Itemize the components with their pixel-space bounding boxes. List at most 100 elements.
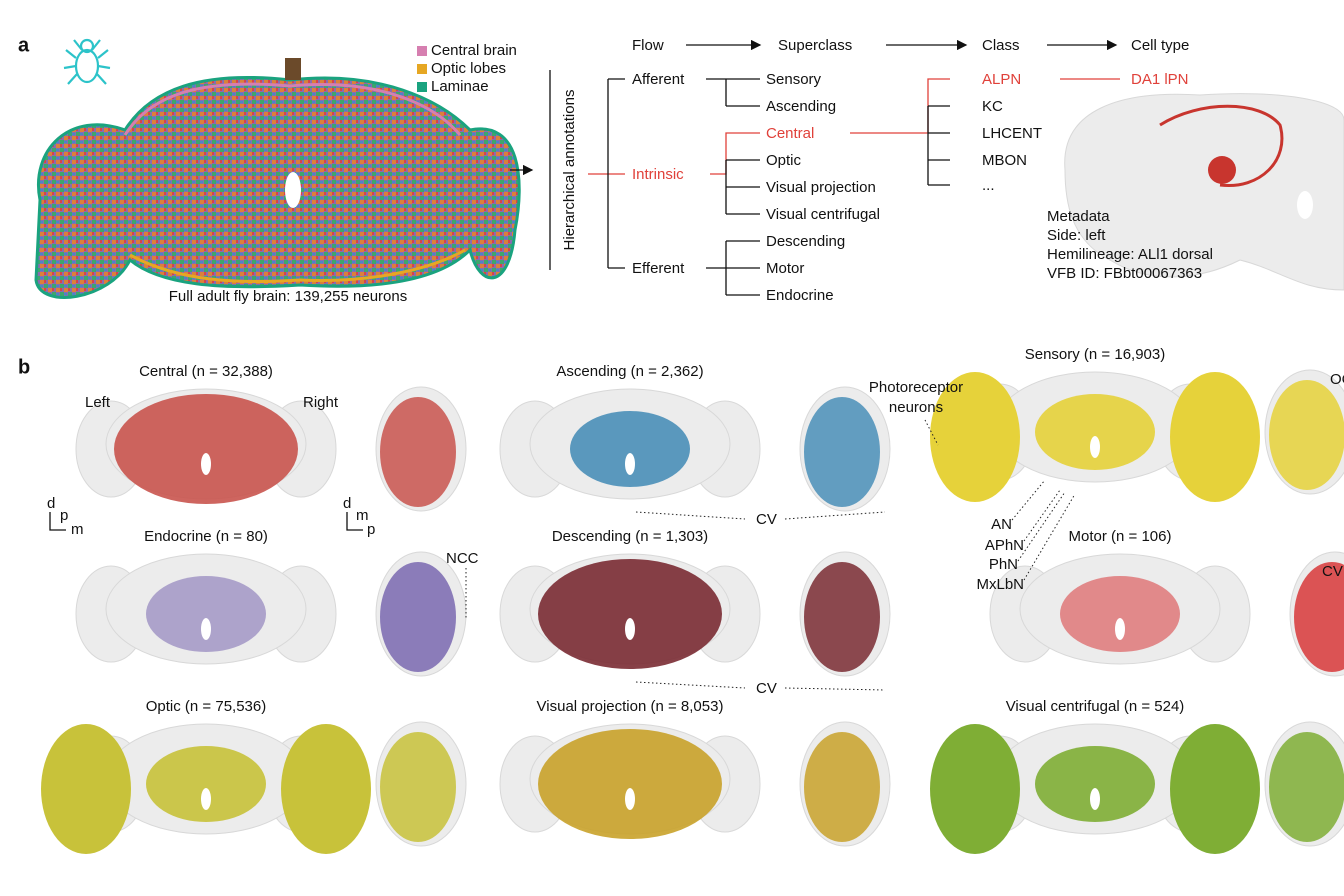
hole	[1090, 788, 1100, 810]
side-view-mass	[804, 732, 880, 842]
superclass: Descending	[766, 233, 845, 250]
optic-lobe	[1170, 372, 1260, 502]
neuron-mass	[1060, 576, 1180, 652]
axis-letter: p	[60, 507, 68, 524]
flow: Afferent	[632, 71, 685, 88]
panel-title: Visual centrifugal (n = 524)	[1006, 698, 1185, 715]
neuron-mass	[1035, 394, 1155, 470]
tree-lines	[588, 78, 1120, 296]
class: LHCENT	[982, 125, 1042, 142]
panel-title: Visual projection (n = 8,053)	[537, 698, 724, 715]
panel-label: a	[18, 34, 30, 56]
panel-title: Endocrine (n = 80)	[144, 528, 268, 545]
annotation: NCC	[446, 550, 479, 567]
panel-title: Central (n = 32,388)	[139, 363, 273, 380]
superclass: Motor	[766, 260, 804, 277]
superclass: Visual centrifugal	[766, 206, 880, 223]
legend-label: Laminae	[431, 78, 489, 95]
optic-lobe	[281, 724, 371, 854]
hole	[1090, 436, 1100, 458]
annotation: MxLbN	[976, 576, 1024, 593]
class: MBON	[982, 152, 1027, 169]
side-view-mass	[380, 732, 456, 842]
axis-letter: d	[47, 495, 55, 512]
leader-lines	[465, 419, 1076, 691]
hole	[625, 788, 635, 810]
superclass: Central	[766, 125, 814, 142]
side-view-mass	[804, 562, 880, 672]
optic-lobe	[930, 372, 1020, 502]
metadata: Side: left	[1047, 227, 1106, 244]
orientation-axes	[49, 512, 363, 531]
legend-label: Optic lobes	[431, 60, 506, 77]
superclass: Endocrine	[766, 287, 834, 304]
optic-lobe	[41, 724, 131, 854]
axis-letter: m	[356, 507, 369, 524]
annotation: CV	[756, 511, 777, 528]
side-view-mass	[1294, 562, 1344, 672]
panel-title: Ascending (n = 2,362)	[556, 363, 703, 380]
caption: Full adult fly brain: 139,255 neurons	[169, 288, 407, 305]
hole	[1115, 618, 1125, 640]
header: Class	[982, 37, 1020, 54]
annotation: Right	[303, 394, 339, 411]
cell-type: DA1 lPN	[1131, 71, 1189, 88]
class: KC	[982, 98, 1003, 115]
side-view-mass	[1269, 732, 1344, 842]
axis-letter: m	[71, 521, 84, 538]
flow: Efferent	[632, 260, 685, 277]
annotation: AN	[991, 516, 1012, 533]
side-view-mass	[1269, 380, 1344, 490]
panel-title: Optic (n = 75,536)	[146, 698, 266, 715]
panel-title: Motor (n = 106)	[1069, 528, 1172, 545]
neuron-mass	[1035, 746, 1155, 822]
neuron-mass	[114, 394, 298, 504]
flow: Intrinsic	[632, 166, 684, 183]
class: ...	[982, 177, 995, 194]
hole	[625, 618, 635, 640]
superclass: Ascending	[766, 98, 836, 115]
panel-title: Descending (n = 1,303)	[552, 528, 708, 545]
annotation: CV	[1322, 563, 1343, 580]
fly-icon	[63, 38, 111, 85]
side-view-mass	[380, 562, 456, 672]
optic-lobe	[1170, 724, 1260, 854]
side-view-mass	[380, 397, 456, 507]
annotation: Left	[85, 394, 111, 411]
hole	[201, 453, 211, 475]
legend-swatch	[417, 64, 427, 74]
annotation: APhN	[985, 537, 1024, 554]
superclass: Optic	[766, 152, 802, 169]
legend-label: Central brain	[431, 42, 517, 59]
panel-title: Sensory (n = 16,903)	[1025, 346, 1166, 363]
annotation: CV	[756, 680, 777, 697]
annotation: OC	[1330, 371, 1344, 388]
annotation: Photoreceptor neurons	[869, 379, 963, 416]
metadata: VFB ID: FBbt00067363	[1047, 265, 1202, 282]
axis-letter: p	[367, 521, 375, 538]
annotation: PhN	[989, 556, 1018, 573]
legend-swatch	[417, 82, 427, 92]
panel-label: b	[18, 356, 30, 378]
metadata: Hemilineage: ALl1 dorsal	[1047, 246, 1213, 263]
axis-letter: d	[343, 495, 351, 512]
neuron-mass	[146, 576, 266, 652]
metadata: Metadata	[1047, 208, 1110, 225]
neuron-mass	[538, 729, 722, 839]
class: ALPN	[982, 71, 1021, 88]
neuron-mass	[538, 559, 722, 669]
neuron-mass	[570, 411, 690, 487]
brain-image	[34, 58, 521, 299]
axis-label: Hierarchical annotations	[561, 90, 578, 251]
legend-swatch	[417, 46, 427, 56]
hole	[201, 788, 211, 810]
header: Flow	[632, 37, 664, 54]
header: Cell type	[1131, 37, 1189, 54]
superclass: Sensory	[766, 71, 822, 88]
neuron-mass	[146, 746, 266, 822]
superclass: Visual projection	[766, 179, 876, 196]
side-view-mass	[804, 397, 880, 507]
header: Superclass	[778, 37, 852, 54]
optic-lobe	[930, 724, 1020, 854]
